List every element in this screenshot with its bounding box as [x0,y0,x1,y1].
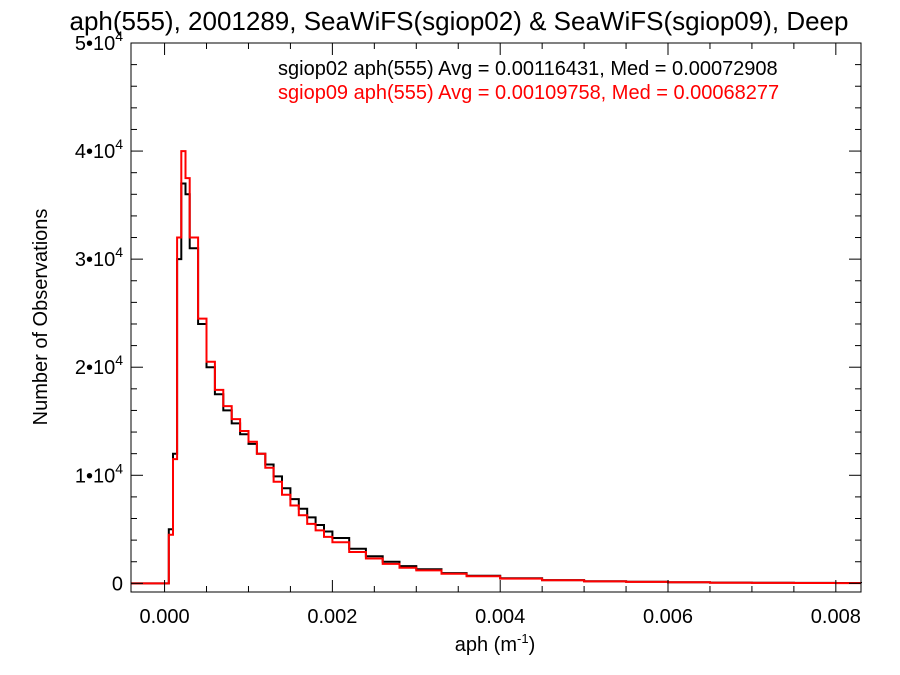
legend-sgiop09: sgiop09 aph(555) Avg = 0.00109758, Med =… [278,82,779,104]
y-tick-label: 3•104 [75,244,123,271]
x-tick-label: 0.000 [140,606,190,628]
x-tick-label: 0.006 [643,606,693,628]
axes-layer: 0.000 0.002 0.004 0.006 0.008 0 1•104 2•104 3•10… [75,28,862,628]
y-tick-label: 1•104 [75,460,123,487]
x-axis-label: aph (m-1) [455,631,535,656]
series-sgiop09-line [131,150,861,585]
series-sgiop02-line [131,182,862,585]
y-tick-label: 2•104 [75,352,123,379]
series-layer [131,150,862,585]
plot-frame [130,42,862,593]
legend-sgiop02: sgiop02 aph(555) Avg = 0.00116431, Med =… [278,58,778,80]
y-tick-label: 5•104 [75,28,123,55]
chart-title: aph(555), 2001289, SeaWiFS(sgiop02) & Se… [70,6,849,36]
x-tick-label: 0.008 [811,606,861,628]
x-tick-label: 0.002 [307,606,357,628]
y-tick-label: 4•104 [75,136,123,163]
y-tick-label: 0 [112,573,123,595]
y-axis-label: Number of Observations [30,209,52,426]
x-tick-label: 0.004 [475,606,525,628]
